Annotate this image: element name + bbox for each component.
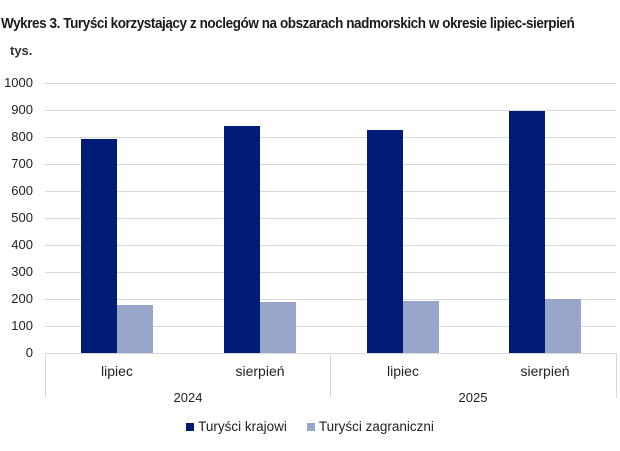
y-tick-label: 300 (11, 264, 33, 279)
bar-zagraniczni (117, 305, 153, 353)
legend-item-zagraniczni: Turyści zagraniczni (306, 419, 434, 434)
legend-swatch-zagraniczni (306, 422, 315, 431)
y-tick-label: 400 (11, 237, 33, 252)
y-tick-label: 600 (11, 183, 33, 198)
bar-krajowi (81, 138, 117, 353)
x-tick-label: sierpień (520, 363, 570, 379)
y-tick-label: 200 (11, 291, 33, 306)
legend-item-krajowi: Turyści krajowi (186, 419, 287, 434)
y-tick-label: 900 (11, 102, 33, 117)
gridline (45, 218, 616, 219)
gridline (45, 83, 616, 84)
axis-separator (330, 353, 331, 398)
axis-separator (616, 353, 617, 398)
y-tick-label: 500 (11, 210, 33, 225)
gridline (45, 326, 616, 327)
bar-krajowi (509, 110, 545, 353)
y-tick-label: 1000 (4, 75, 33, 90)
gridline (45, 137, 616, 138)
chart-title: Wykres 3. Turyści korzystający z noclegó… (1, 16, 575, 32)
x-group-label: 2025 (458, 390, 488, 405)
gridline (45, 299, 616, 300)
y-tick-label: 0 (25, 345, 33, 360)
bar-krajowi (367, 129, 403, 353)
axis-separator (45, 353, 46, 398)
gridline (45, 272, 616, 273)
gridline (45, 245, 616, 246)
legend-label-zagraniczni: Turyści zagraniczni (318, 419, 434, 434)
bar-zagraniczni (260, 301, 296, 353)
bar-zagraniczni (545, 299, 581, 353)
bar-zagraniczni (403, 300, 439, 353)
x-tick-label: sierpień (235, 363, 285, 379)
gridline (45, 110, 616, 111)
bar-krajowi (224, 125, 260, 353)
y-tick-label: 700 (11, 156, 33, 171)
y-tick-label: 100 (11, 318, 33, 333)
gridline (45, 191, 616, 192)
legend-label-krajowi: Turyści krajowi (198, 419, 287, 434)
y-axis-unit: tys. (10, 43, 33, 58)
x-tick-label: lipiec (387, 363, 419, 379)
y-tick-label: 800 (11, 129, 33, 144)
gridline (45, 164, 616, 165)
x-tick-label: lipiec (101, 363, 133, 379)
x-group-label: 2024 (173, 390, 203, 405)
legend: Turyści krajowi Turyści zagraniczni (0, 419, 620, 434)
legend-swatch-krajowi (186, 422, 195, 431)
